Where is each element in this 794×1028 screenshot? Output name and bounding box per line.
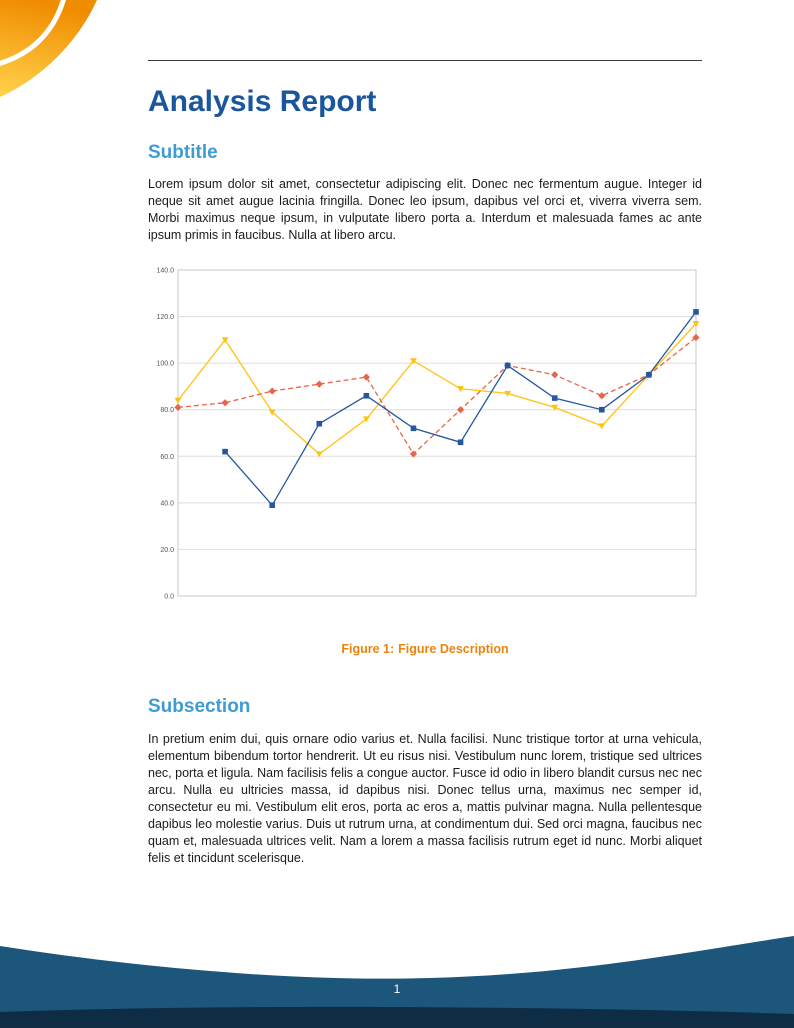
document-body: Analysis Report Subtitle Lorem ipsum dol… (148, 0, 702, 867)
svg-text:80.0: 80.0 (160, 408, 174, 415)
figure-caption: Figure 1: Figure Description (148, 642, 702, 656)
paragraph-1: Lorem ipsum dolor sit amet, consectetur … (148, 177, 702, 243)
paragraph-2: In pretium enim dui, quis ornare odio va… (148, 732, 702, 866)
svg-text:40.0: 40.0 (160, 501, 174, 508)
figure-caption-label: Figure 1: (341, 642, 395, 657)
top-rule (148, 60, 702, 61)
svg-text:140.0: 140.0 (156, 268, 174, 275)
svg-text:100.0: 100.0 (156, 361, 174, 368)
corner-swoosh-decoration (0, 0, 97, 97)
svg-text:60.0: 60.0 (160, 454, 174, 461)
footer-wave-decoration (0, 936, 794, 1028)
page-number: 1 (393, 982, 401, 996)
footer: 1 (0, 928, 794, 1028)
svg-text:20.0: 20.0 (160, 547, 174, 554)
section-heading-subtitle: Subtitle (148, 141, 218, 163)
section-heading-subsection: Subsection (148, 696, 251, 718)
figure-1: 0.0 20.0 40.0 60.0 80.0 100.0 120.0 140.0 Figur… (148, 260, 702, 656)
svg-text:0.0: 0.0 (164, 594, 174, 601)
svg-text:120.0: 120.0 (156, 314, 174, 321)
figure-caption-text: Figure Description (398, 642, 509, 657)
line-chart: 0.0 20.0 40.0 60.0 80.0 100.0 120.0 140.0 (156, 268, 700, 601)
report-title: Analysis Report (148, 85, 377, 118)
